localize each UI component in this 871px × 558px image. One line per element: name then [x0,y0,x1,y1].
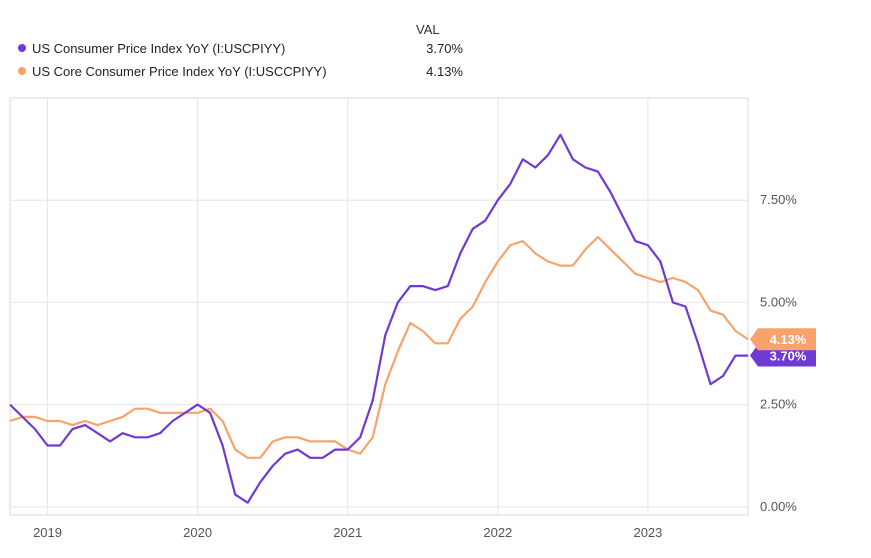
x-tick-label: 2019 [33,525,62,540]
y-tick-label: 7.50% [760,192,797,207]
legend-item-cpi[interactable]: US Consumer Price Index YoY (I:USCPIYY) … [18,40,463,58]
x-tick-label: 2022 [483,525,512,540]
series-lines [9,133,749,504]
series-line-cpi [9,133,748,504]
grid-lines [9,97,749,516]
series-line-core-cpi [9,235,749,459]
end-label-tag [750,328,816,351]
legend-value-core-cpi: 4.13% [426,64,463,79]
end-label-text: 3.70% [770,349,807,364]
legend-label-cpi: US Consumer Price Index YoY (I:USCPIYY) [32,41,286,56]
legend-item-core-cpi[interactable]: US Core Consumer Price Index YoY (I:USCC… [18,63,463,81]
y-tick-label: 0.00% [760,499,797,514]
end-label-text: 4.13% [770,332,807,347]
end-label-core-cpi: 4.13% [750,328,816,351]
x-tick-label: 2023 [633,525,662,540]
legend-dot-core-cpi [18,67,26,75]
y-tick-label: 2.50% [760,397,797,412]
axis-labels: 0.00% 2.50% 5.00% 7.50% 2019 2020 2021 2022 2023 [33,192,797,540]
x-tick-label: 2021 [333,525,362,540]
legend-value-header: VAL [416,22,440,37]
legend-label-core-cpi: US Core Consumer Price Index YoY (I:USCC… [32,64,327,79]
legend-dot-cpi [18,44,26,52]
end-value-labels: 3.70% 4.13% [750,328,816,367]
y-tick-label: 5.00% [760,294,797,309]
plot-frame [9,97,749,516]
x-tick-label: 2020 [183,525,212,540]
legend-value-cpi: 3.70% [426,41,463,56]
